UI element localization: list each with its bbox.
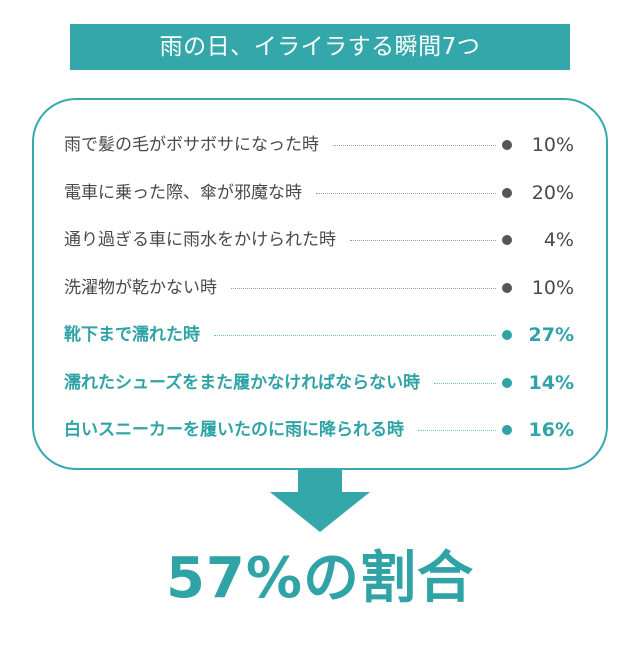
bullet-dot-icon <box>502 330 512 340</box>
item-value: 4% <box>543 229 574 251</box>
list-item: 靴下まで濡れた時 27% <box>64 320 574 350</box>
ranking-list-card: 雨で髪の毛がボサボサになった時 10% 電車に乗った際、傘が邪魔な時 20% 通り過ぎる… <box>32 98 608 470</box>
result-total: 57%の割合 <box>165 546 475 611</box>
item-value: 14% <box>528 371 574 394</box>
list-item: 電車に乗った際、傘が邪魔な時 20% <box>64 177 574 208</box>
item-value: 10% <box>531 134 574 156</box>
item-value: 16% <box>528 419 574 441</box>
item-value: 10% <box>531 276 574 299</box>
bullet-dot-icon <box>502 282 512 293</box>
bullet-dot-icon <box>502 187 512 198</box>
dotted-leader-line <box>231 287 496 289</box>
down-arrow-icon <box>270 470 370 532</box>
dotted-leader-line <box>316 192 496 194</box>
item-value: 20% <box>531 181 574 204</box>
list-item: 雨で髪の毛がボサボサになった時 10% <box>64 130 574 160</box>
item-label: 白いスニーカーを履いたのに雨に降られる時 <box>64 415 404 445</box>
list-item: 濡れたシューズをまた履かなければならない時 14% <box>64 367 574 398</box>
bullet-dot-icon <box>502 140 512 150</box>
list-item: 白いスニーカーを履いたのに雨に降られる時 16% <box>64 415 574 445</box>
item-label: 濡れたシューズをまた履かなければならない時 <box>64 367 421 398</box>
chart-title: 雨の日、イライラする瞬間7つ <box>70 24 570 70</box>
item-label: 洗濯物が乾かない時 <box>64 272 217 303</box>
bullet-dot-icon <box>502 235 512 245</box>
dotted-leader-line <box>350 240 496 241</box>
list-item: 通り過ぎる車に雨水をかけられた時 4% <box>64 225 574 255</box>
bullet-dot-icon <box>502 377 512 388</box>
dotted-leader-line <box>214 335 496 336</box>
item-label: 通り過ぎる車に雨水をかけられた時 <box>64 225 336 255</box>
item-label: 電車に乗った際、傘が邪魔な時 <box>64 177 302 208</box>
bullet-dot-icon <box>502 425 512 435</box>
item-label: 靴下まで濡れた時 <box>64 320 200 350</box>
dotted-leader-line <box>333 145 496 146</box>
item-label: 雨で髪の毛がボサボサになった時 <box>64 130 319 160</box>
list-item: 洗濯物が乾かない時 10% <box>64 272 574 303</box>
dotted-leader-line <box>418 430 496 431</box>
dotted-leader-line <box>434 382 496 384</box>
item-value: 27% <box>528 324 574 346</box>
